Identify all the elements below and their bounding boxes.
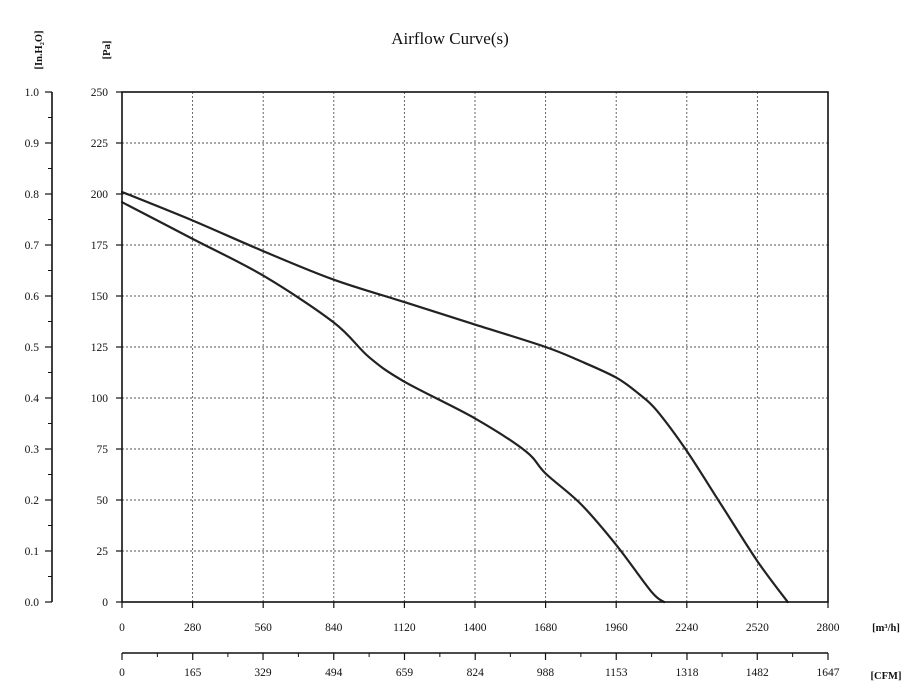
- x2-tick-label: 659: [396, 667, 414, 679]
- y-tick-label: 225: [91, 138, 109, 150]
- x-tick-label: 280: [184, 622, 202, 634]
- x-axis-unit-label: [m³/h]: [872, 623, 900, 634]
- chart-title: Airflow Curve(s): [391, 29, 509, 48]
- y2-tick-label: 0.8: [25, 189, 40, 201]
- y-tick-label: 0: [102, 597, 108, 609]
- x2-tick-label: 1153: [605, 667, 628, 679]
- y-tick-label: 75: [97, 444, 109, 456]
- y2-tick-label: 0.1: [25, 546, 40, 558]
- x2-tick-label: 329: [254, 667, 272, 679]
- x-tick-label: 1120: [393, 622, 416, 634]
- x-tick-label: 2240: [675, 622, 698, 634]
- x2-tick-label: 988: [537, 667, 555, 679]
- x-tick-label: 0: [119, 622, 125, 634]
- x2-tick-label: 1482: [746, 667, 769, 679]
- series-line-2: [120, 201, 666, 604]
- x-tick-label: 2520: [746, 622, 769, 634]
- y2-tick-label: 0.0: [25, 597, 40, 609]
- y2-tick-label: 0.5: [25, 342, 40, 354]
- x-tick-label: 2800: [817, 622, 840, 634]
- x-tick-label: 840: [325, 622, 343, 634]
- y2-tick-label: 0.9: [25, 138, 40, 150]
- y-tick-label: 50: [97, 495, 109, 507]
- series-line-1: [120, 190, 789, 604]
- y-tick-label: 250: [91, 87, 109, 99]
- x-tick-label: 1400: [464, 622, 487, 634]
- x2-tick-label: 1647: [817, 667, 840, 679]
- y2-tick-label: 1.0: [25, 87, 40, 99]
- x2-tick-label: 0: [119, 667, 125, 679]
- y2-tick-label: 0.4: [25, 393, 40, 405]
- y2-tick-label: 0.3: [25, 444, 40, 456]
- y-tick-label: 175: [91, 240, 109, 252]
- grid: [122, 92, 828, 602]
- series-group: [120, 190, 789, 604]
- y-tick-label: 200: [91, 189, 109, 201]
- x-tick-label: 560: [255, 622, 273, 634]
- x2-tick-label: 824: [467, 667, 485, 679]
- x-tick-label: 1680: [534, 622, 557, 634]
- y2-axis-unit-label: [In.H₂O]: [34, 30, 45, 69]
- x2-axis-unit-label: [CFM]: [871, 671, 902, 682]
- x2-tick-label: 1318: [675, 667, 698, 679]
- x2-tick-label: 165: [184, 667, 202, 679]
- y2-tick-label: 0.6: [25, 291, 40, 303]
- axes: 0 280 560 840 1120 1400 1680 1960 2240 2520 2800 0 2…: [25, 87, 840, 679]
- y-tick-label: 100: [91, 393, 109, 405]
- y2-tick-label: 0.7: [25, 240, 40, 252]
- y2-tick-label: 0.2: [25, 495, 40, 507]
- y-axis-unit-label: [Pa]: [102, 41, 113, 60]
- x2-tick-label: 494: [325, 667, 343, 679]
- x-tick-label: 1960: [605, 622, 628, 634]
- y-tick-label: 25: [97, 546, 109, 558]
- y-tick-label: 150: [91, 291, 109, 303]
- y-tick-label: 125: [91, 342, 109, 354]
